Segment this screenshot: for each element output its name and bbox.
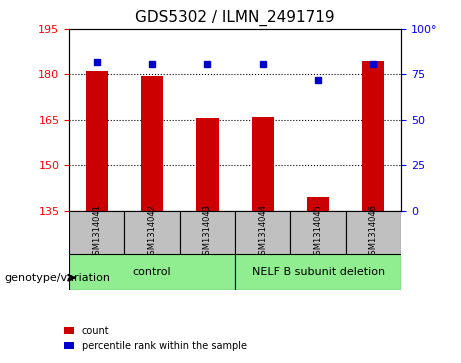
Text: control: control — [133, 267, 171, 277]
Bar — [86, 72, 108, 211]
Text: GSM1314045: GSM1314045 — [313, 204, 323, 260]
Text: GSM1314043: GSM1314043 — [203, 204, 212, 260]
Bar — [196, 118, 219, 211]
Bar — [252, 117, 274, 211]
FancyBboxPatch shape — [235, 211, 290, 254]
FancyBboxPatch shape — [235, 254, 401, 290]
Text: GSM1314041: GSM1314041 — [92, 204, 101, 260]
FancyBboxPatch shape — [180, 211, 235, 254]
FancyBboxPatch shape — [290, 211, 346, 254]
FancyBboxPatch shape — [124, 211, 180, 254]
Text: NELF B subunit deletion: NELF B subunit deletion — [252, 267, 384, 277]
FancyBboxPatch shape — [69, 254, 235, 290]
Legend: count, percentile rank within the sample: count, percentile rank within the sample — [60, 322, 250, 355]
Text: GSM1314044: GSM1314044 — [258, 204, 267, 260]
Text: GSM1314046: GSM1314046 — [369, 204, 378, 260]
Bar — [307, 197, 329, 211]
Title: GDS5302 / ILMN_2491719: GDS5302 / ILMN_2491719 — [135, 10, 335, 26]
Text: genotype/variation: genotype/variation — [5, 273, 111, 283]
FancyBboxPatch shape — [69, 211, 124, 254]
Text: GSM1314042: GSM1314042 — [148, 204, 157, 260]
Bar — [362, 61, 384, 211]
Bar — [141, 76, 163, 211]
FancyBboxPatch shape — [346, 211, 401, 254]
